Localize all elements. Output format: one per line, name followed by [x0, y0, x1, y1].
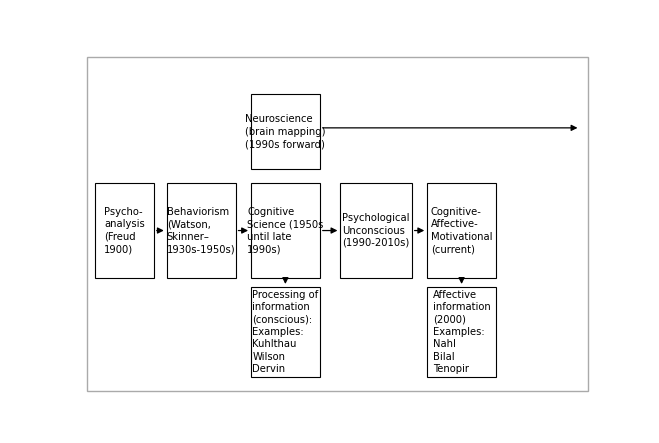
FancyBboxPatch shape: [251, 287, 320, 377]
FancyBboxPatch shape: [251, 183, 320, 278]
Text: Behaviorism
(Watson,
Skinner–
1930s-1950s): Behaviorism (Watson, Skinner– 1930s-1950…: [167, 207, 235, 254]
Text: Cognitive-
Affective-
Motivational
(current): Cognitive- Affective- Motivational (curr…: [431, 207, 492, 254]
Text: Psycho-
analysis
(Freud
1900): Psycho- analysis (Freud 1900): [104, 207, 145, 254]
FancyBboxPatch shape: [167, 183, 236, 278]
Text: Processing of
information
(conscious):
Examples:
Kuhlthau
Wilson
Dervin: Processing of information (conscious): E…: [252, 290, 318, 374]
Text: Cognitive
Science (1950s
until late
1990s): Cognitive Science (1950s until late 1990…: [247, 207, 324, 254]
Text: Psychological
Unconscious
(1990-2010s): Psychological Unconscious (1990-2010s): [342, 213, 410, 248]
FancyBboxPatch shape: [95, 183, 154, 278]
FancyBboxPatch shape: [427, 183, 496, 278]
FancyBboxPatch shape: [427, 287, 496, 377]
FancyBboxPatch shape: [340, 183, 412, 278]
Text: Affective
information
(2000)
Examples:
Nahl
Bilal
Tenopir: Affective information (2000) Examples: N…: [433, 290, 490, 374]
Text: Neuroscience
(brain mapping)
(1990s forward): Neuroscience (brain mapping) (1990s forw…: [245, 114, 326, 149]
FancyBboxPatch shape: [251, 94, 320, 169]
